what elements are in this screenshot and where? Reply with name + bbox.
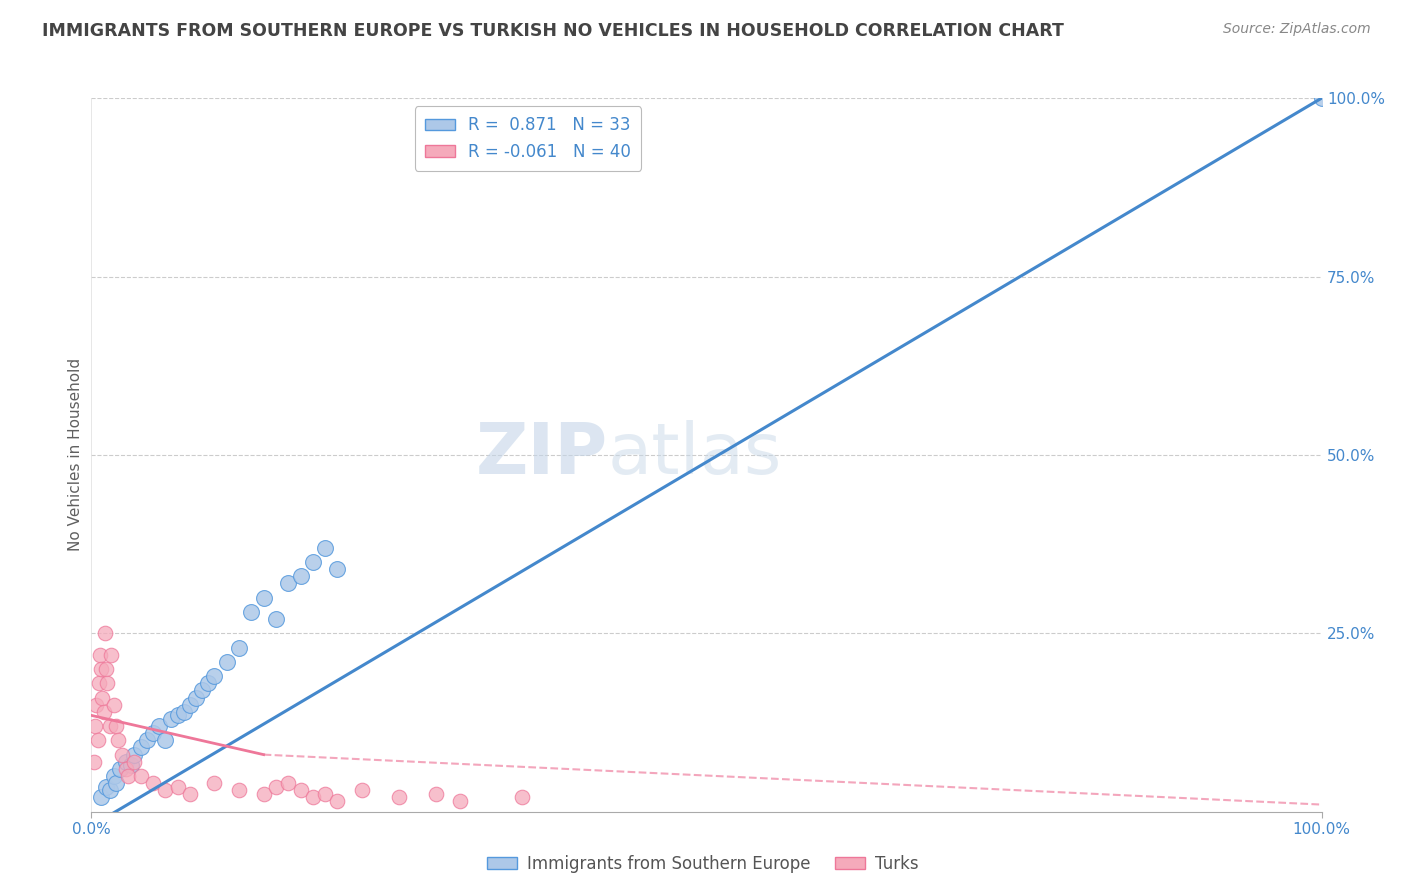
- Point: [108, 762, 131, 776]
- Point: [90, 662, 112, 676]
- Point: [129, 740, 152, 755]
- Point: [173, 705, 195, 719]
- Point: [228, 783, 250, 797]
- Point: [105, 776, 127, 790]
- Point: [114, 762, 138, 776]
- Point: [202, 669, 225, 683]
- Legend: Immigrants from Southern Europe, Turks: Immigrants from Southern Europe, Turks: [481, 848, 925, 880]
- Point: [120, 758, 142, 772]
- Point: [103, 698, 125, 712]
- Point: [142, 776, 165, 790]
- Point: [124, 755, 146, 769]
- Point: [1310, 91, 1333, 105]
- Point: [160, 712, 183, 726]
- Point: [94, 626, 117, 640]
- Point: [166, 708, 188, 723]
- Point: [135, 733, 157, 747]
- Point: [93, 705, 115, 719]
- Point: [103, 769, 125, 783]
- Point: [202, 776, 225, 790]
- Point: [96, 676, 118, 690]
- Point: [191, 683, 214, 698]
- Point: [510, 790, 533, 805]
- Point: [153, 733, 177, 747]
- Point: [98, 719, 121, 733]
- Point: [228, 640, 250, 655]
- Point: [124, 747, 146, 762]
- Point: [114, 755, 138, 769]
- Point: [90, 790, 112, 805]
- Point: [301, 555, 323, 569]
- Text: Source: ZipAtlas.com: Source: ZipAtlas.com: [1223, 22, 1371, 37]
- Point: [264, 780, 287, 794]
- Point: [197, 676, 219, 690]
- Point: [449, 794, 471, 808]
- Point: [179, 698, 201, 712]
- Text: atlas: atlas: [607, 420, 783, 490]
- Point: [83, 755, 105, 769]
- Point: [290, 569, 312, 583]
- Point: [240, 605, 263, 619]
- Point: [91, 690, 114, 705]
- Point: [314, 787, 336, 801]
- Text: ZIP: ZIP: [475, 420, 607, 490]
- Point: [111, 747, 134, 762]
- Point: [277, 576, 299, 591]
- Point: [84, 719, 107, 733]
- Point: [129, 769, 152, 783]
- Point: [96, 662, 117, 676]
- Point: [148, 719, 170, 733]
- Point: [87, 676, 110, 690]
- Point: [253, 591, 276, 605]
- Point: [277, 776, 299, 790]
- Point: [388, 790, 411, 805]
- Point: [215, 655, 238, 669]
- Point: [301, 790, 323, 805]
- Point: [184, 690, 207, 705]
- Point: [326, 794, 349, 808]
- Y-axis label: No Vehicles in Household: No Vehicles in Household: [67, 359, 83, 551]
- Point: [352, 783, 374, 797]
- Point: [117, 769, 139, 783]
- Point: [153, 783, 177, 797]
- Point: [166, 780, 188, 794]
- Point: [290, 783, 312, 797]
- Text: IMMIGRANTS FROM SOUTHERN EUROPE VS TURKISH NO VEHICLES IN HOUSEHOLD CORRELATION : IMMIGRANTS FROM SOUTHERN EUROPE VS TURKI…: [42, 22, 1064, 40]
- Point: [98, 783, 121, 797]
- Point: [179, 787, 201, 801]
- Legend: R =  0.871   N = 33, R = -0.061   N = 40: R = 0.871 N = 33, R = -0.061 N = 40: [415, 106, 641, 170]
- Point: [142, 726, 165, 740]
- Point: [89, 648, 111, 662]
- Point: [107, 733, 129, 747]
- Point: [86, 698, 108, 712]
- Point: [314, 541, 336, 555]
- Point: [96, 780, 117, 794]
- Point: [264, 612, 287, 626]
- Point: [253, 787, 276, 801]
- Point: [326, 562, 349, 576]
- Point: [86, 733, 108, 747]
- Point: [105, 719, 127, 733]
- Point: [100, 648, 122, 662]
- Point: [425, 787, 447, 801]
